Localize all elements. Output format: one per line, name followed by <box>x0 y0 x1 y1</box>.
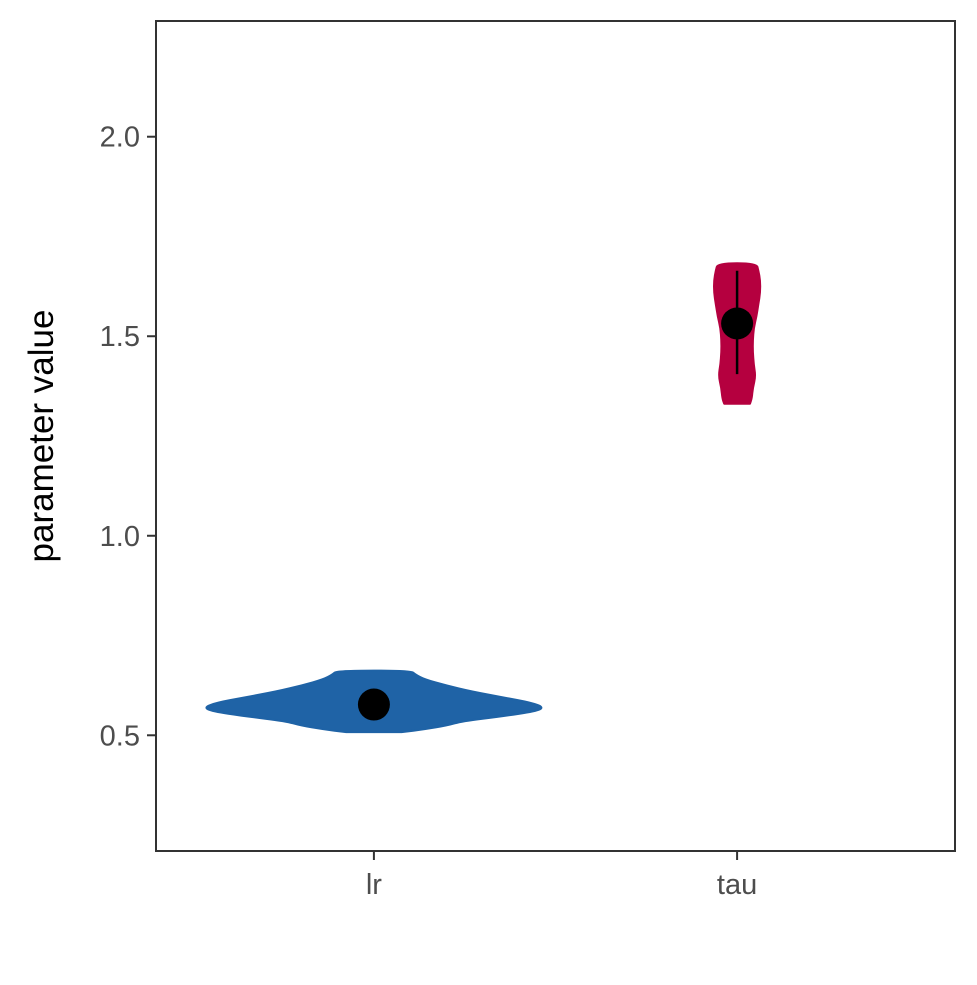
y-tick-label: 2.0 <box>100 122 140 154</box>
y-tick-label: 1.5 <box>100 321 140 353</box>
x-tick-label-lr: lr <box>366 869 382 901</box>
x-axis: lr tau <box>366 851 757 901</box>
plot-panel-border <box>155 20 956 852</box>
x-tick-label-tau: tau <box>717 869 757 901</box>
summary-layer <box>357 270 754 721</box>
y-axis: 0.5 1.0 1.5 2.0 <box>100 122 156 752</box>
y-axis-title: parameter value <box>22 310 61 563</box>
mean-point-tau <box>721 307 754 340</box>
mean-point-lr <box>357 688 390 721</box>
y-tick-label: 1.0 <box>100 521 140 553</box>
y-tick-label: 0.5 <box>100 720 140 752</box>
